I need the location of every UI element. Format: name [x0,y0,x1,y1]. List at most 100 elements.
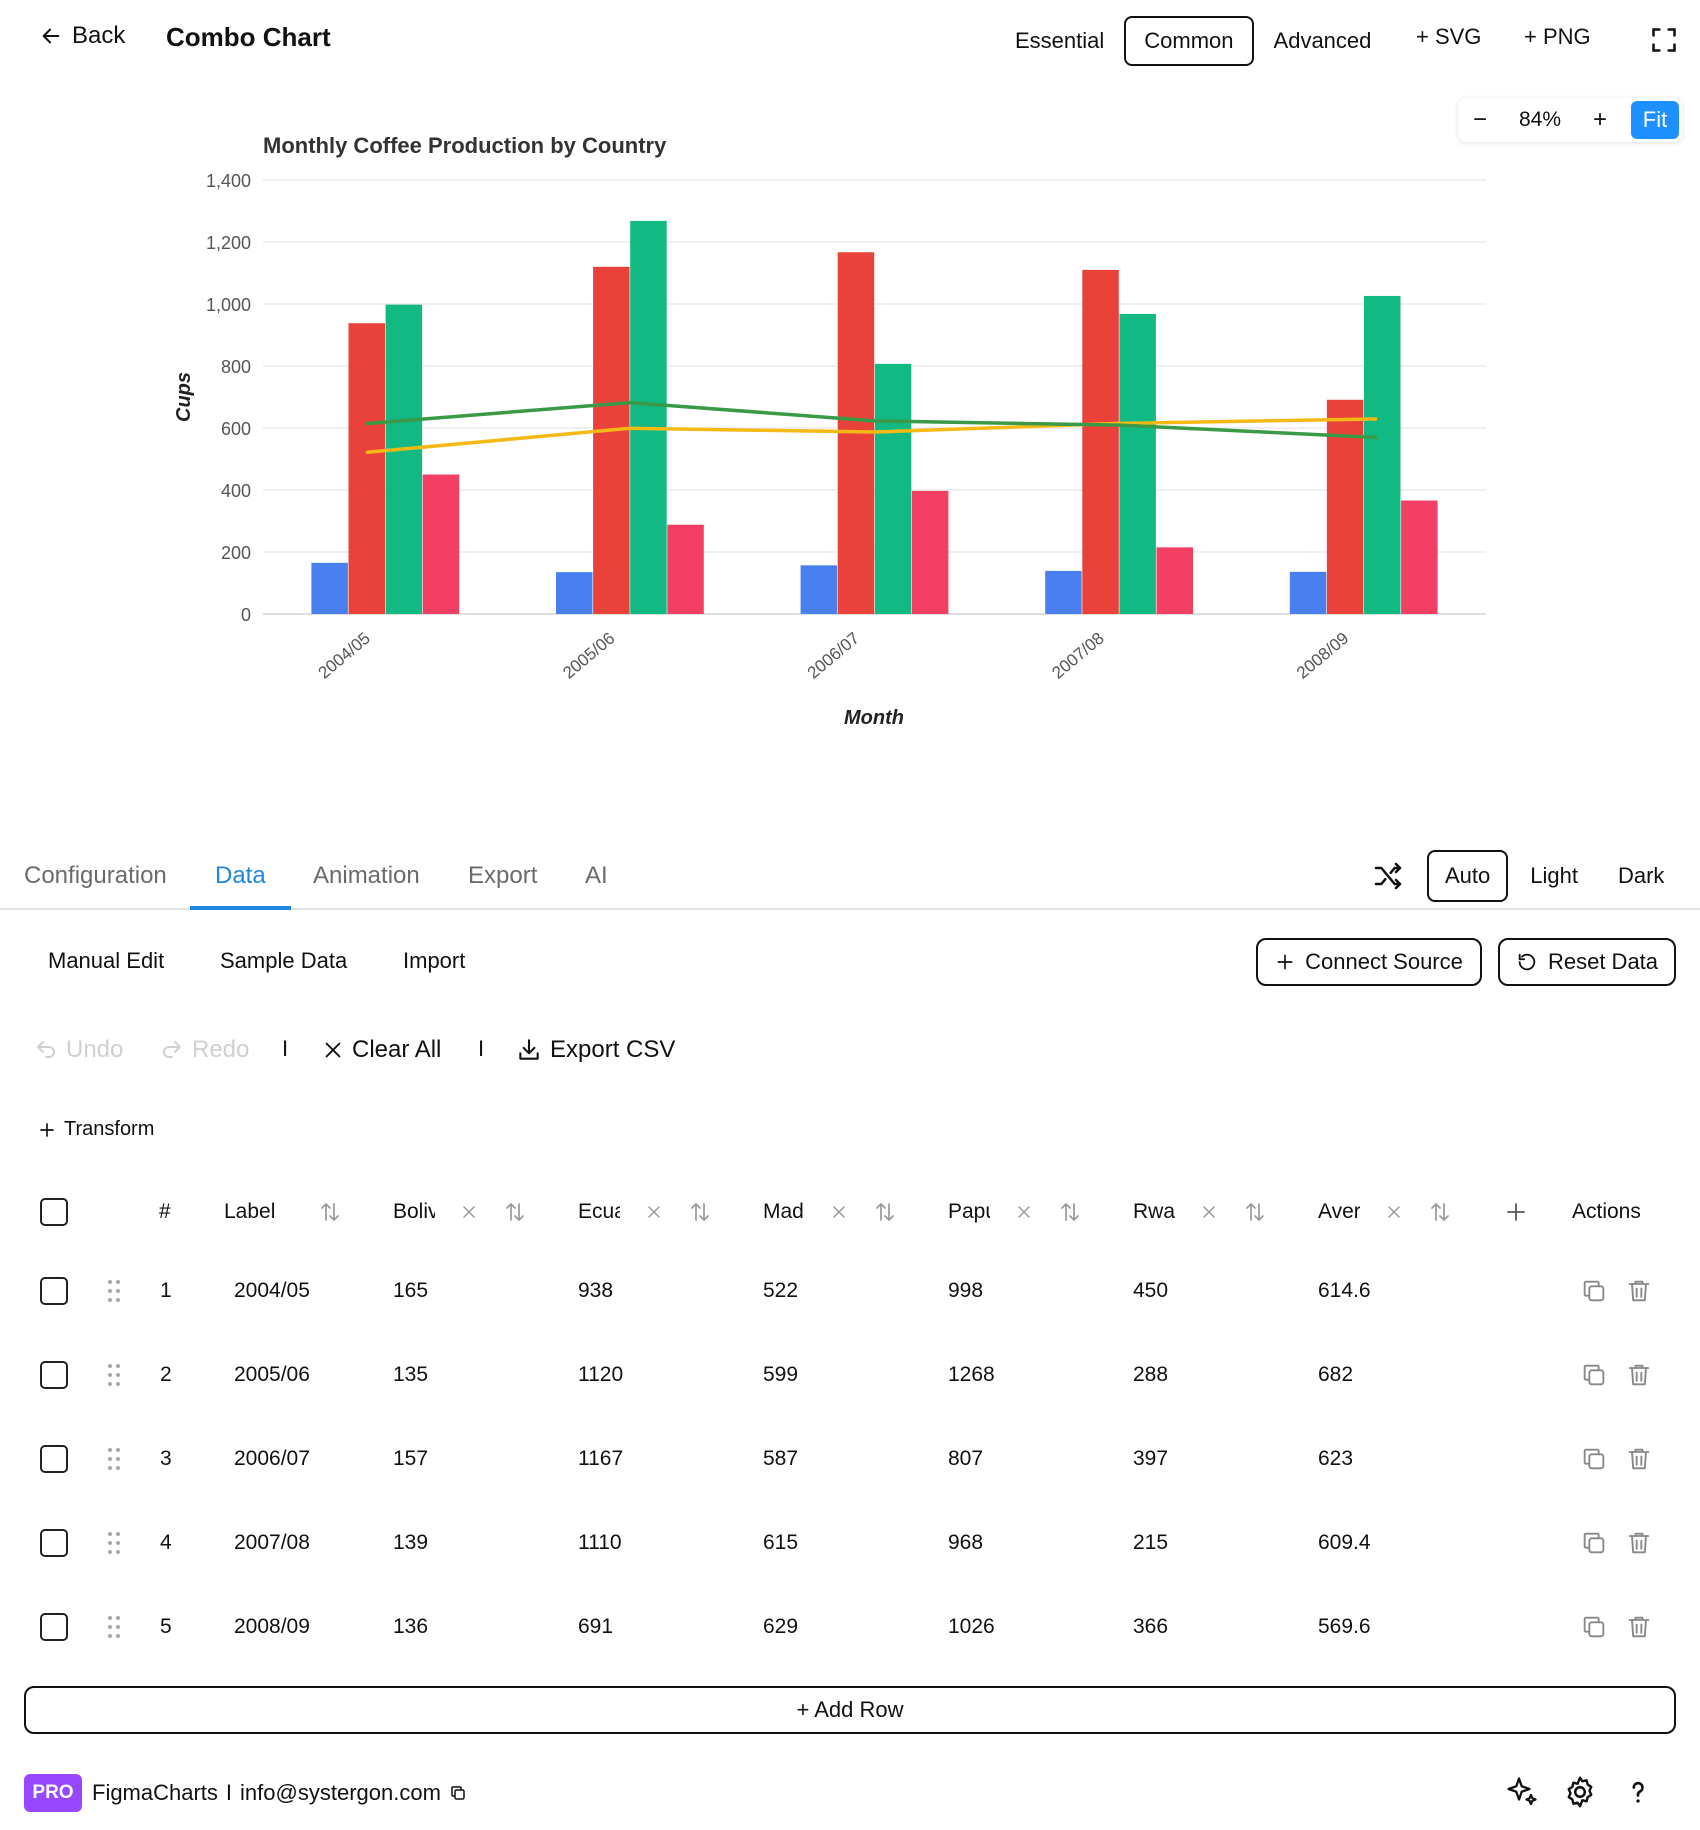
bar[interactable] [311,562,348,614]
tab-animation[interactable]: Animation [313,862,420,889]
contact-email[interactable]: info@systergon.com [240,1780,441,1805]
header-column[interactable]: Papua New Guinea [948,1200,990,1223]
level-tab-common[interactable]: Common [1124,16,1254,66]
row-label[interactable]: 2004/05 [234,1279,310,1302]
sort-icon[interactable] [1428,1200,1452,1224]
data-cell[interactable]: 139 [393,1531,429,1554]
duplicate-icon[interactable] [1580,1361,1608,1389]
duplicate-icon[interactable] [1580,1529,1608,1557]
bar[interactable] [593,266,630,614]
data-cell[interactable]: 807 [948,1447,984,1470]
back-button[interactable]: Back [40,22,125,50]
select-all-checkbox[interactable] [40,1198,68,1226]
bar[interactable] [348,323,386,614]
zoom-out-button[interactable]: − [1472,106,1487,133]
reset-data-button[interactable]: Reset Data [1498,938,1676,986]
data-cell[interactable]: 569.6 [1318,1615,1371,1638]
drag-handle-icon[interactable] [106,1446,122,1472]
sort-icon[interactable] [503,1200,527,1224]
row-label[interactable]: 2006/07 [234,1447,310,1470]
theme-auto[interactable]: Auto [1427,850,1509,902]
bar[interactable] [667,524,704,614]
data-cell[interactable]: 215 [1133,1531,1169,1554]
trash-icon[interactable] [1625,1361,1653,1389]
header-column[interactable]: Bolivia [393,1200,435,1223]
bar[interactable] [422,474,460,615]
bar[interactable] [800,565,838,614]
data-cell[interactable]: 136 [393,1615,429,1638]
remove-column-icon[interactable] [1199,1202,1219,1222]
data-cell[interactable]: 450 [1133,1279,1169,1302]
data-cell[interactable]: 1110 [578,1531,622,1554]
header-column[interactable]: Average [1318,1200,1360,1223]
data-cell[interactable]: 1120 [578,1363,624,1386]
data-cell[interactable]: 938 [578,1279,614,1302]
level-tab-essential[interactable]: Essential [1015,28,1105,53]
series-line[interactable] [365,417,1378,454]
sparkles-icon[interactable] [1504,1774,1540,1810]
drag-handle-icon[interactable] [106,1614,122,1640]
bar[interactable] [1119,313,1156,614]
bar[interactable] [874,363,912,614]
bar[interactable] [1082,269,1119,614]
tab-export[interactable]: Export [468,862,538,889]
row-checkbox[interactable] [40,1445,68,1473]
duplicate-icon[interactable] [1580,1445,1608,1473]
help-icon[interactable] [1620,1774,1656,1810]
row-label[interactable]: 2008/09 [234,1615,310,1638]
data-cell[interactable]: 135 [393,1363,429,1386]
theme-dark[interactable]: Dark [1617,863,1665,888]
data-cell[interactable]: 623 [1318,1447,1354,1470]
add-column-icon[interactable] [1504,1200,1528,1224]
redo-button[interactable]: Redo [160,1036,249,1064]
data-cell[interactable]: 1167 [578,1447,624,1470]
gear-icon[interactable] [1562,1774,1598,1810]
bar[interactable] [385,304,423,614]
data-cell[interactable]: 165 [393,1279,429,1302]
export-svg-button[interactable]: + SVG [1416,24,1482,49]
drag-handle-icon[interactable] [106,1362,122,1388]
trash-icon[interactable] [1625,1529,1653,1557]
tab-data[interactable]: Data [190,862,291,910]
remove-column-icon[interactable] [644,1202,664,1222]
data-cell[interactable]: 968 [948,1531,984,1554]
subtab-import[interactable]: Import [403,948,466,973]
zoom-fit-button[interactable]: Fit [1631,101,1679,139]
trash-icon[interactable] [1625,1445,1653,1473]
sort-icon[interactable] [1243,1200,1267,1224]
drag-handle-icon[interactable] [106,1278,122,1304]
row-label[interactable]: 2005/06 [234,1363,310,1386]
sort-icon[interactable] [873,1200,897,1224]
data-cell[interactable]: 522 [763,1279,799,1302]
duplicate-icon[interactable] [1580,1277,1608,1305]
data-cell[interactable]: 629 [763,1615,799,1638]
bar[interactable] [1326,399,1364,614]
tab-ai[interactable]: AI [585,862,608,889]
bar[interactable] [1156,547,1194,614]
row-checkbox[interactable] [40,1613,68,1641]
level-tab-advanced[interactable]: Advanced [1273,28,1372,53]
series-line[interactable] [365,400,1378,440]
data-cell[interactable]: 288 [1133,1363,1169,1386]
clear-all-button[interactable]: Clear All [322,1036,441,1064]
bar[interactable] [1289,571,1327,614]
remove-column-icon[interactable] [1014,1202,1034,1222]
data-cell[interactable]: 682 [1318,1363,1354,1386]
bar[interactable] [556,572,593,614]
export-csv-button[interactable]: Export CSV [516,1036,675,1064]
subtab-manual-edit[interactable]: Manual Edit [48,948,165,973]
bar[interactable] [1364,295,1401,614]
bar[interactable] [630,220,667,615]
data-cell[interactable]: 998 [948,1279,984,1302]
bar[interactable] [1401,500,1438,614]
header-column[interactable]: Madagascar [763,1200,805,1223]
data-cell[interactable]: 609.4 [1318,1531,1371,1554]
theme-light[interactable]: Light [1530,863,1578,888]
row-label[interactable]: 2007/08 [234,1531,310,1554]
data-cell[interactable]: 1026 [948,1615,995,1638]
tab-configuration[interactable]: Configuration [24,862,167,889]
fullscreen-icon[interactable] [1650,26,1678,54]
undo-button[interactable]: Undo [34,1036,123,1064]
connect-source-button[interactable]: Connect Source [1256,938,1482,986]
transform-button[interactable]: Transform [38,1118,154,1141]
